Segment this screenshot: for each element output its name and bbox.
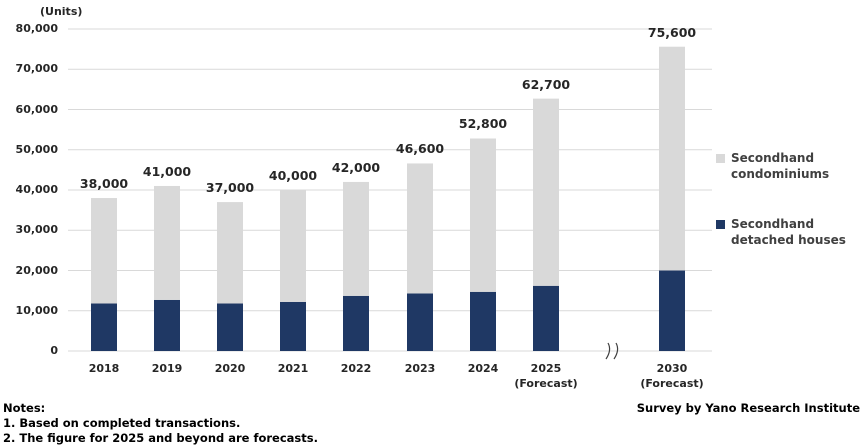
- note-line: 2. The figure for 2025 and beyond are fo…: [3, 431, 318, 445]
- unit-label: (Units): [40, 5, 83, 18]
- bar-segment-condominiums: [407, 163, 433, 294]
- x-tick-label: 2018: [88, 362, 120, 375]
- legend-label: Secondhand: [731, 151, 815, 165]
- legend-label: condominiums: [731, 167, 830, 181]
- y-tick-label: 20,000: [15, 263, 58, 277]
- x-tick-label: 2024: [467, 362, 499, 375]
- note-line: 1. Based on completed transactions.: [3, 416, 241, 430]
- x-tick-label: 2021: [277, 362, 309, 375]
- total-label: 38,000: [79, 176, 129, 192]
- bar-segment-detached: [343, 295, 369, 351]
- total-label: 40,000: [268, 168, 318, 183]
- bar-segment-detached: [217, 303, 243, 351]
- y-tick-label: 60,000: [15, 102, 58, 116]
- bar-segment-detached: [659, 270, 685, 351]
- bar-segment-detached: [470, 291, 496, 351]
- bar-segment-condominiums: [659, 46, 685, 271]
- source-credit: Survey by Yano Research Institute: [636, 401, 860, 415]
- total-label: 52,800: [458, 116, 508, 132]
- bar-segment-condominiums: [154, 185, 180, 300]
- x-tick-label: 2023: [404, 362, 436, 375]
- legend-item-detached: Secondhand detached houses: [716, 216, 846, 248]
- x-tick-label: 2019: [151, 362, 183, 375]
- bar-segment-condominiums: [343, 181, 369, 296]
- bar-segment-condominiums: [280, 190, 306, 302]
- legend-label: Secondhand: [731, 217, 815, 231]
- legend-label: detached houses: [731, 233, 846, 247]
- y-tick-label: 0: [50, 344, 58, 357]
- bar-segment-detached: [91, 303, 117, 351]
- legend-item-condominiums: Secondhand condominiums: [716, 150, 829, 182]
- bar-segment-detached: [407, 293, 433, 351]
- bar-segment-condominiums: [470, 138, 496, 292]
- y-tick-label: 80,000: [15, 22, 58, 35]
- total-label: 42,000: [331, 159, 381, 175]
- y-tick-label: 10,000: [15, 303, 58, 317]
- y-tick-label: 70,000: [15, 62, 58, 76]
- x-tick-label: 2030 (Forecast): [640, 362, 704, 390]
- y-tick-label: 30,000: [15, 223, 58, 237]
- y-tick-label: 40,000: [15, 183, 58, 196]
- bar-segment-condominiums: [217, 202, 243, 304]
- axis-break-icon: [605, 342, 619, 360]
- notes: Notes: 1. Based on completed transaction…: [3, 401, 318, 446]
- total-label: 46,600: [395, 141, 445, 157]
- x-tick-label: 2022: [340, 362, 372, 375]
- x-tick-label: 2025 (Forecast): [514, 362, 578, 390]
- bar-segment-detached: [154, 299, 180, 351]
- y-tick-label: 50,000: [15, 142, 58, 156]
- bar-segment-detached: [533, 285, 559, 351]
- notes-title: Notes:: [3, 401, 46, 415]
- total-label: 37,000: [205, 180, 255, 196]
- bar-segment-detached: [280, 301, 306, 351]
- x-tick-label: 2020: [214, 362, 246, 375]
- legend-swatch-detached: [716, 220, 725, 229]
- total-label: 62,700: [521, 76, 571, 92]
- legend-swatch-condominiums: [716, 154, 725, 163]
- total-label: 75,600: [647, 24, 697, 40]
- bar-segment-condominiums: [91, 198, 117, 304]
- total-label: 41,000: [142, 163, 192, 179]
- bar-segment-condominiums: [533, 98, 559, 286]
